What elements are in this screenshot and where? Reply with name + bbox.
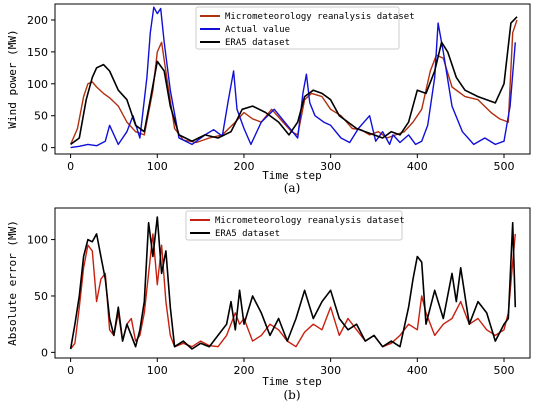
x-tick-label-b: 300 xyxy=(320,364,341,377)
x-tick-label-b: 0 xyxy=(67,364,74,377)
legend-label-b-0: Micrometeorology reanalysis dataset xyxy=(215,216,405,226)
y-tick-label-b: 50 xyxy=(34,290,48,303)
ticks-b: 0 100 200 300 400 500 0 50 100 xyxy=(27,234,514,377)
y-tick-label-b: 100 xyxy=(27,234,48,247)
x-tick-label-b: 200 xyxy=(233,364,254,377)
panel-a: 0 100 200 300 400 500 0 50 100 150 200 Wind power … xyxy=(6,3,531,195)
y-tick-label-a: 150 xyxy=(27,46,48,59)
y-tick-label-b: 0 xyxy=(41,346,48,359)
caption-b: (b) xyxy=(283,388,300,402)
series-layer-a xyxy=(69,6,518,149)
series-line-b-1 xyxy=(69,216,517,350)
legend-box-b xyxy=(185,210,403,241)
y-tick-label-a: 50 xyxy=(34,110,48,123)
x-tick-label-a: 400 xyxy=(407,160,428,173)
x-axis-label-a: Time step xyxy=(262,169,322,182)
x-tick-label-b: 400 xyxy=(407,364,428,377)
y-axis-label-a: Wind power (MW) xyxy=(6,29,19,128)
x-tick-label-a: 200 xyxy=(233,160,254,173)
plot-frame-a xyxy=(54,3,531,155)
legend-label-b-1: ERA5 dataset xyxy=(215,229,280,239)
y-tick-label-a: 100 xyxy=(27,78,48,91)
x-tick-label-a: 0 xyxy=(67,160,74,173)
caption-a: (a) xyxy=(284,181,301,195)
x-axis-label-b: Time step xyxy=(262,375,322,388)
x-tick-label-b: 500 xyxy=(493,364,514,377)
series-line-a-0 xyxy=(69,19,518,145)
legend-label-a-1: Actual value xyxy=(225,25,290,35)
x-tick-label-a: 100 xyxy=(147,160,168,173)
series-line-a-2 xyxy=(70,16,518,146)
y-tick-label-a: 200 xyxy=(27,14,48,27)
x-tick-label-a: 500 xyxy=(493,160,514,173)
panel-b: 0 100 200 300 400 500 0 50 100 Absolute error (M… xyxy=(6,207,531,402)
series-line-a-1 xyxy=(70,6,516,149)
legend-box-a xyxy=(195,6,400,50)
ticks-a: 0 100 200 300 400 500 0 50 100 150 200 xyxy=(27,14,514,173)
plot-frame-b xyxy=(54,207,531,359)
legend-a: Micrometeorology reanalysis dataset Actu… xyxy=(195,6,415,50)
legend-b: Micrometeorology reanalysis dataset ERA5… xyxy=(185,210,405,241)
legend-label-a-0: Micrometeorology reanalysis dataset xyxy=(225,12,415,22)
x-tick-label-a: 300 xyxy=(320,160,341,173)
legend-label-a-2: ERA5 dataset xyxy=(225,38,290,48)
x-tick-label-b: 100 xyxy=(147,364,168,377)
y-axis-label-b: Absolute error (MW) xyxy=(6,220,19,346)
y-tick-label-a: 0 xyxy=(41,142,48,155)
series-layer-b xyxy=(69,216,517,350)
